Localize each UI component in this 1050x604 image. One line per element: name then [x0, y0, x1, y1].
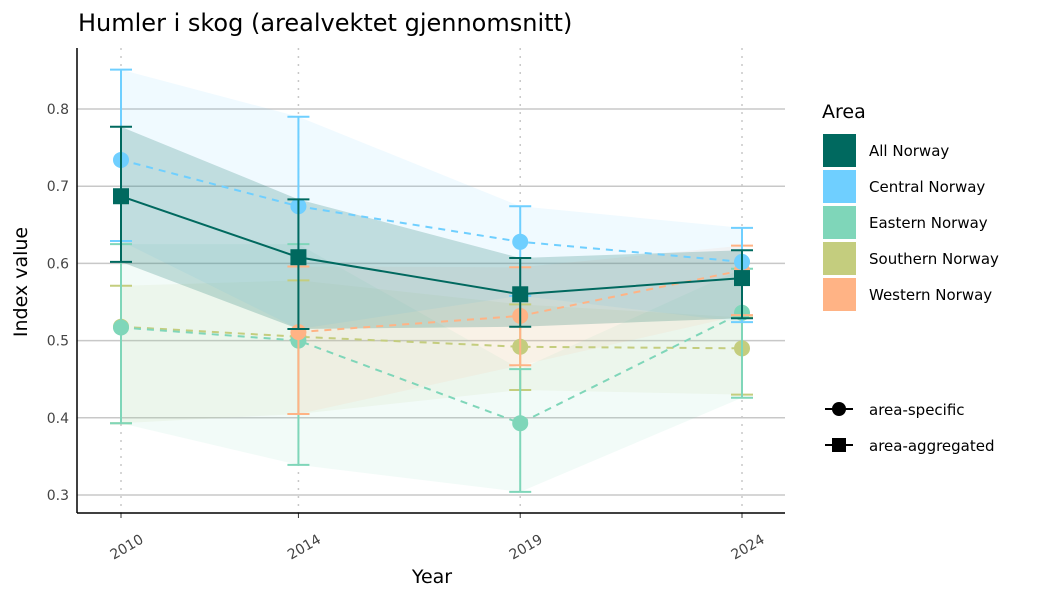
series-line	[120, 195, 743, 296]
y-tick-label: 0.5	[47, 334, 69, 350]
legend-label: Central Norway	[869, 178, 985, 196]
legend-swatch-western-norway	[823, 278, 856, 311]
ribbon-central-norway	[121, 69, 742, 330]
x-tick-label: 2014	[285, 532, 324, 564]
legend-shape-label: area-specific	[869, 401, 965, 419]
series-all-norway	[110, 125, 753, 331]
legend-square-icon	[832, 438, 846, 452]
y-axis-label: Index value	[10, 227, 32, 337]
series-line	[120, 311, 743, 425]
legend: Area All Norway Central Norway Eastern Nor…	[822, 101, 999, 455]
legend-title: Area	[822, 101, 866, 123]
y-tick-label: 0.6	[47, 256, 69, 272]
legend-label: Western Norway	[869, 286, 992, 304]
legend-shape-label: area-aggregated	[869, 437, 995, 455]
data-point-circle	[113, 319, 129, 336]
x-tick-label: 2024	[729, 532, 768, 564]
legend-swatch-central-norway	[823, 170, 856, 203]
series-line	[120, 158, 743, 263]
data-point-square	[290, 249, 307, 266]
series-group	[110, 68, 753, 493]
legend-circle-icon	[832, 402, 846, 416]
ribbon-eastern-norway	[121, 244, 742, 492]
x-tick-label: 2019	[507, 532, 546, 564]
chart-title: Humler i skog (arealvektet gjennomsnitt)	[78, 9, 572, 37]
ribbon-all-norway	[121, 126, 742, 330]
legend-label: Eastern Norway	[869, 214, 988, 232]
legend-label: Southern Norway	[869, 250, 999, 268]
y-tick-label: 0.7	[47, 179, 69, 195]
y-tick-label: 0.8	[47, 102, 69, 118]
data-point-square	[734, 270, 750, 287]
legend-label: All Norway	[869, 142, 949, 160]
data-point-circle	[512, 233, 529, 250]
data-point-square	[113, 188, 129, 205]
y-tick-label: 0.3	[47, 488, 69, 504]
x-tick-label: 2010	[108, 532, 147, 564]
series-line	[120, 325, 743, 350]
ribbon-southern-norway	[121, 280, 742, 424]
x-axis-label: Year	[411, 566, 452, 588]
legend-swatch-southern-norway	[823, 242, 856, 275]
legend-swatch-all-norway	[823, 134, 856, 167]
y-tick-label: 0.4	[47, 411, 69, 427]
data-point-square	[512, 286, 529, 303]
data-point-circle	[512, 415, 529, 432]
ribbons	[121, 69, 742, 492]
legend-swatch-eastern-norway	[823, 206, 856, 239]
